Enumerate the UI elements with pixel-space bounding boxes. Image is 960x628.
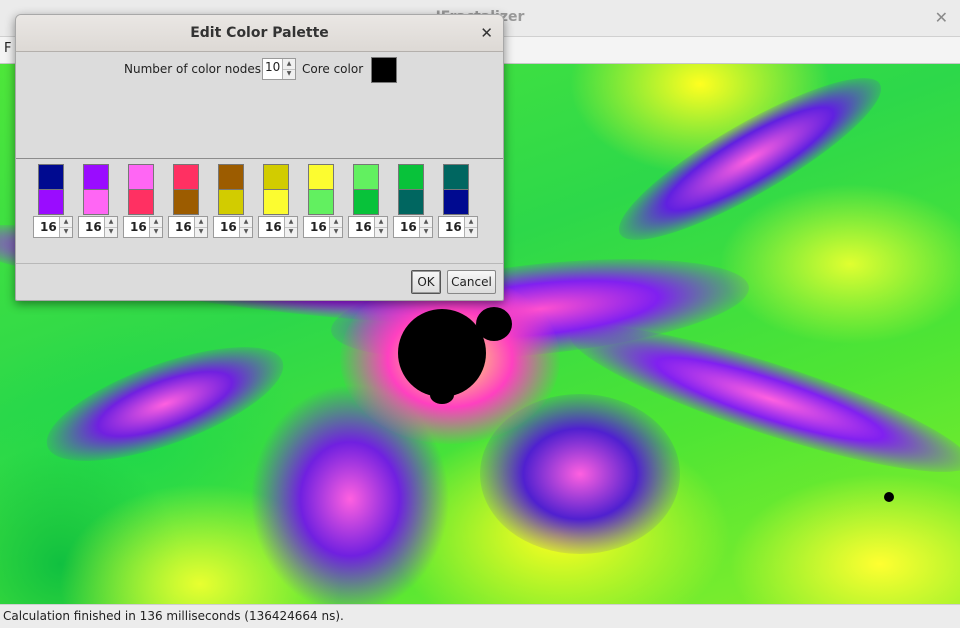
color-node-end-swatch[interactable]: [353, 189, 379, 215]
spinner-up-icon[interactable]: ▲: [285, 217, 297, 228]
color-node-steps-value[interactable]: 16: [445, 220, 462, 234]
color-node-steps-value[interactable]: 16: [130, 220, 147, 234]
spinner-down-icon[interactable]: ▼: [423, 228, 429, 235]
fractal-core: [398, 309, 486, 397]
color-node-end-swatch[interactable]: [128, 189, 154, 215]
separator: [16, 263, 503, 264]
main-close-icon[interactable]: ✕: [934, 8, 948, 27]
spinner-up-icon[interactable]: ▲: [150, 217, 162, 228]
color-node-steps-spinner[interactable]: 16 ▲ ▼: [303, 216, 343, 238]
color-node-end-swatch[interactable]: [38, 189, 64, 215]
color-node-start-swatch[interactable]: [173, 164, 199, 190]
color-node-end-swatch[interactable]: [443, 189, 469, 215]
color-node-start-swatch[interactable]: [308, 164, 334, 190]
cancel-button[interactable]: Cancel: [447, 270, 496, 294]
separator: [16, 158, 503, 159]
spinner-up-icon[interactable]: ▲: [375, 217, 387, 228]
color-node-steps-spinner[interactable]: 16 ▲ ▼: [78, 216, 118, 238]
color-node-end-swatch[interactable]: [263, 189, 289, 215]
color-node-start-swatch[interactable]: [398, 164, 424, 190]
color-node-steps-spinner[interactable]: 16 ▲ ▼: [213, 216, 253, 238]
spinner-down-icon[interactable]: ▼: [333, 228, 339, 235]
color-node-start-swatch[interactable]: [443, 164, 469, 190]
color-nodes-spinner[interactable]: 10 ▲ ▼: [262, 58, 296, 80]
color-node-end-swatch[interactable]: [218, 189, 244, 215]
edit-color-palette-dialog: Edit Color Palette ✕ Number of color nod…: [15, 14, 504, 301]
color-node-start-swatch[interactable]: [128, 164, 154, 190]
ok-button[interactable]: OK: [411, 270, 441, 294]
spinner-down-icon[interactable]: ▼: [288, 228, 294, 235]
spinner-up-icon[interactable]: ▲: [330, 217, 342, 228]
color-node-steps-value[interactable]: 16: [40, 220, 57, 234]
color-node-steps-value[interactable]: 16: [85, 220, 102, 234]
color-node-steps-spinner[interactable]: 16 ▲ ▼: [348, 216, 388, 238]
color-node-end-swatch[interactable]: [308, 189, 334, 215]
color-node-end-swatch[interactable]: [398, 189, 424, 215]
color-node-steps-spinner[interactable]: 16 ▲ ▼: [123, 216, 163, 238]
spinner-down-icon[interactable]: ▼: [243, 228, 249, 235]
color-node-start-swatch[interactable]: [353, 164, 379, 190]
fractal-core: [476, 307, 512, 341]
spinner-down-icon[interactable]: ▼: [63, 228, 69, 235]
spinner-up-icon[interactable]: ▲: [240, 217, 252, 228]
color-node-start-swatch[interactable]: [263, 164, 289, 190]
color-node-steps-value[interactable]: 16: [355, 220, 372, 234]
color-node-steps-spinner[interactable]: 16 ▲ ▼: [393, 216, 433, 238]
dialog-title: Edit Color Palette: [190, 25, 329, 41]
fractal-core: [430, 386, 454, 404]
color-node-end-swatch[interactable]: [83, 189, 109, 215]
fractal-band: [602, 64, 898, 265]
color-nodes-label: Number of color nodes: [124, 62, 261, 76]
core-color-label: Core color: [302, 62, 364, 76]
spinner-down-icon[interactable]: ▼: [108, 228, 114, 235]
spinner-up-icon[interactable]: ▲: [105, 217, 117, 228]
spinner-up-icon[interactable]: ▲: [465, 217, 477, 228]
spinner-up-icon[interactable]: ▲: [195, 217, 207, 228]
color-node-steps-value[interactable]: 16: [310, 220, 327, 234]
menu-file[interactable]: F: [4, 41, 12, 56]
spinner-down-icon[interactable]: ▼: [378, 228, 384, 235]
spinner-down-icon[interactable]: ▼: [153, 228, 159, 235]
color-node-steps-value[interactable]: 16: [400, 220, 417, 234]
color-node-start-swatch[interactable]: [38, 164, 64, 190]
status-text: Calculation finished in 136 milliseconds…: [3, 609, 344, 623]
spinner-down-icon[interactable]: ▼: [468, 228, 474, 235]
color-node-end-swatch[interactable]: [173, 189, 199, 215]
color-node-steps-spinner[interactable]: 16 ▲ ▼: [168, 216, 208, 238]
color-node-steps-spinner[interactable]: 16 ▲ ▼: [33, 216, 73, 238]
color-node-steps-value[interactable]: 16: [220, 220, 237, 234]
spinner-up-icon[interactable]: ▲: [420, 217, 432, 228]
fractal-canvas[interactable]: [0, 64, 960, 604]
spinner-up-icon[interactable]: ▲: [283, 59, 295, 70]
color-node-start-swatch[interactable]: [218, 164, 244, 190]
dialog-titlebar[interactable]: Edit Color Palette ✕: [16, 15, 503, 52]
fractal-core: [884, 492, 894, 502]
color-node-steps-spinner[interactable]: 16 ▲ ▼: [438, 216, 478, 238]
spinner-down-icon[interactable]: ▼: [286, 70, 292, 77]
color-node-steps-value[interactable]: 16: [265, 220, 282, 234]
color-node-steps-spinner[interactable]: 16 ▲ ▼: [258, 216, 298, 238]
core-color-swatch[interactable]: [371, 57, 397, 83]
color-nodes-value[interactable]: 10: [265, 60, 281, 74]
dialog-close-icon[interactable]: ✕: [480, 24, 493, 42]
spinner-down-icon[interactable]: ▼: [198, 228, 204, 235]
color-node-steps-value[interactable]: 16: [175, 220, 192, 234]
statusbar: Calculation finished in 136 milliseconds…: [0, 604, 960, 628]
color-node-start-swatch[interactable]: [83, 164, 109, 190]
spinner-up-icon[interactable]: ▲: [60, 217, 72, 228]
